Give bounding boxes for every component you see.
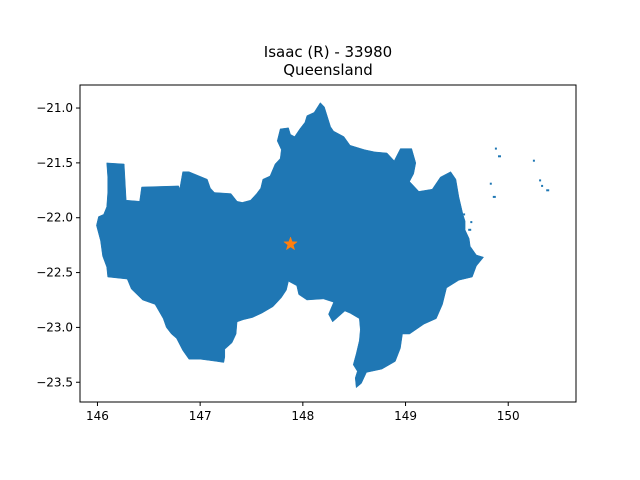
centroid-star-marker [283,236,298,251]
island-speck [463,213,466,216]
axes-frame [79,84,577,403]
island-speck [541,184,544,187]
island-speck [494,147,497,150]
island-speck [492,195,496,198]
island-speck [546,189,550,192]
x-axis: 146 147 148 149 150 [86,402,520,423]
x-tick-label: 148 [291,409,314,423]
y-tick-label: −22.5 [36,266,73,280]
x-tick-label: 149 [394,409,417,423]
x-tick-label: 146 [86,409,109,423]
x-tick-label: 147 [189,409,212,423]
y-tick-label: −22.0 [36,211,73,225]
island-speck [489,182,492,185]
y-axis: −21.0 −21.5 −22.0 −22.5 −23.0 −23.5 [36,101,80,389]
island-fragments [463,147,550,231]
island-speck [470,221,473,224]
y-tick-label: −23.5 [36,375,73,389]
y-tick-label: −21.0 [36,101,73,115]
island-speck [532,159,535,162]
map-title-line2: Queensland [283,61,372,79]
map-title-line1: Isaac (R) - 33980 [264,43,392,61]
plot-area [96,102,550,389]
island-speck [498,155,501,158]
y-tick-label: −23.0 [36,320,73,334]
y-tick-label: −21.5 [36,156,73,170]
island-speck [468,228,472,231]
island-speck [539,179,542,182]
x-tick-label: 150 [497,409,520,423]
